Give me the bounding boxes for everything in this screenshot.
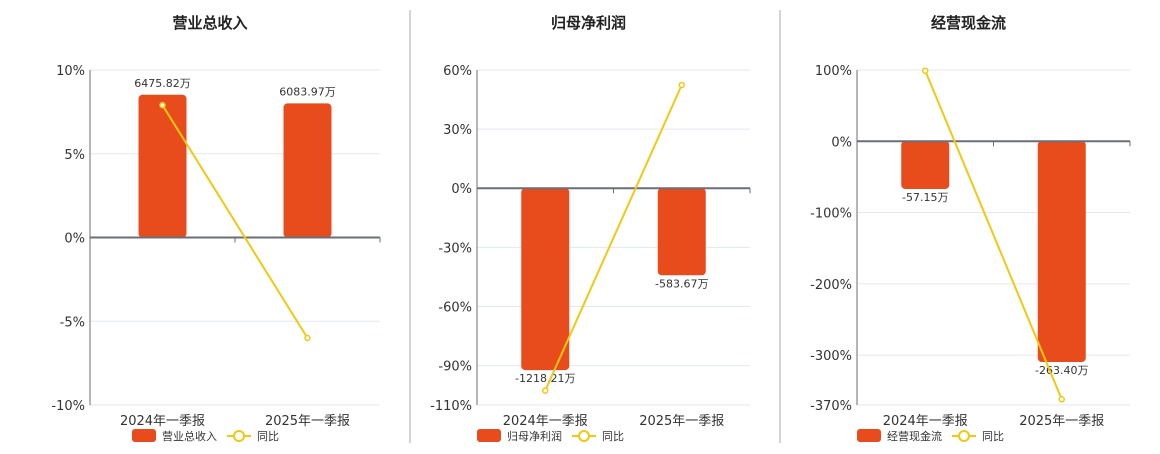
legend-bar-swatch: [477, 429, 501, 442]
bar-data-label: -263.40万: [1035, 364, 1088, 377]
legend-bar-label: 营业总收入: [162, 429, 217, 443]
legend-bar-swatch: [132, 429, 156, 442]
legend-line-marker: [958, 430, 970, 442]
bar: [283, 103, 332, 238]
y-tick-label: 0%: [451, 182, 472, 197]
y-tick-label: -110%: [430, 399, 472, 414]
x-tick-label: 2024年一季报: [120, 414, 205, 429]
yoy-line: [924, 70, 1063, 400]
yoy-point: [542, 387, 549, 394]
legend-line-label: 同比: [982, 430, 1004, 443]
y-tick-label: -5%: [60, 315, 85, 330]
legend-bar-label: 归母净利润: [507, 429, 562, 443]
yoy-point: [922, 67, 929, 74]
chart-title: 归母净利润: [551, 14, 626, 32]
chart-title: 经营现金流: [931, 14, 1006, 32]
y-tick-label: -90%: [438, 360, 472, 375]
legend-line-label: 同比: [602, 430, 624, 443]
bar: [1037, 140, 1086, 363]
yoy-point: [159, 101, 166, 109]
y-tick-label: -30%: [438, 241, 472, 256]
y-tick-label: 30%: [443, 123, 472, 138]
yoy-point: [1058, 396, 1065, 403]
y-tick-label: 100%: [815, 64, 852, 79]
x-tick-label: 2025年一季报: [265, 414, 350, 429]
y-tick-label: 60%: [443, 64, 472, 79]
y-tick-label: 0%: [831, 135, 852, 150]
bar-data-label: -1218.21万: [515, 372, 575, 385]
x-tick-label: 2025年一季报: [639, 414, 724, 429]
y-tick-label: -10%: [51, 399, 85, 414]
bar-data-label: 6475.82万: [134, 77, 191, 90]
x-tick-label: 2024年一季报: [503, 414, 588, 429]
legend-line-marker: [233, 430, 245, 442]
bar: [138, 94, 187, 238]
y-tick-label: 0%: [64, 232, 85, 247]
legend-bar-label: 经营现金流: [887, 429, 942, 443]
bar-data-label: -583.67万: [655, 277, 708, 290]
bar-data-label: 6083.97万: [279, 85, 336, 98]
y-tick-label: -370%: [810, 399, 852, 414]
bar-data-label: -57.15万: [902, 191, 948, 204]
y-tick-label: -100%: [810, 207, 852, 222]
legend-line-marker: [578, 430, 590, 442]
y-tick-label: -300%: [810, 349, 852, 364]
chart-title: 营业总收入: [172, 14, 247, 32]
y-tick-label: 5%: [64, 148, 85, 163]
y-tick-label: -60%: [438, 300, 472, 315]
yoy-point: [678, 81, 685, 89]
x-tick-label: 2025年一季报: [1019, 414, 1104, 429]
yoy-line: [544, 84, 683, 392]
x-tick-label: 2024年一季报: [883, 414, 968, 429]
legend-line-label: 同比: [257, 430, 279, 443]
y-tick-label: -200%: [810, 278, 852, 293]
bar: [657, 188, 706, 276]
yoy-line: [161, 104, 309, 339]
bar: [901, 140, 950, 189]
y-tick-label: 10%: [56, 64, 85, 79]
bar: [521, 188, 570, 371]
legend-bar-swatch: [857, 429, 881, 442]
yoy-point: [304, 334, 311, 342]
